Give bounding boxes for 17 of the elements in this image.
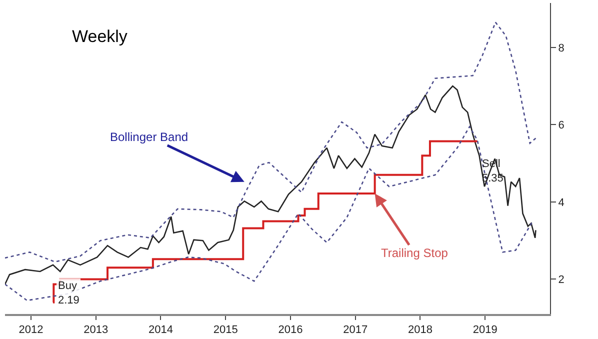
x-tick-label: 2013	[84, 324, 108, 336]
x-tick-label: 2016	[278, 324, 303, 336]
annotation: Bollinger Band	[110, 130, 188, 144]
x-tick-label: 2015	[213, 324, 238, 336]
x-tick-label: 2012	[18, 324, 44, 336]
y-tick-label: 4	[558, 196, 564, 209]
text: Weekly	[72, 27, 128, 46]
x-tick-label: 2014	[148, 324, 173, 336]
annotation: Trailing Stop	[381, 246, 448, 260]
y-tick-label: 6	[558, 120, 564, 132]
line-series	[5, 22, 536, 262]
x-tick-label: 2019	[472, 324, 498, 336]
y-tick-label: 2	[558, 274, 564, 286]
x-tick-label: 2017	[343, 324, 368, 336]
annotation: Buy 2.19	[58, 280, 80, 306]
y-tick-label: 8	[558, 42, 564, 54]
x-tick-label: 2018	[408, 324, 432, 336]
